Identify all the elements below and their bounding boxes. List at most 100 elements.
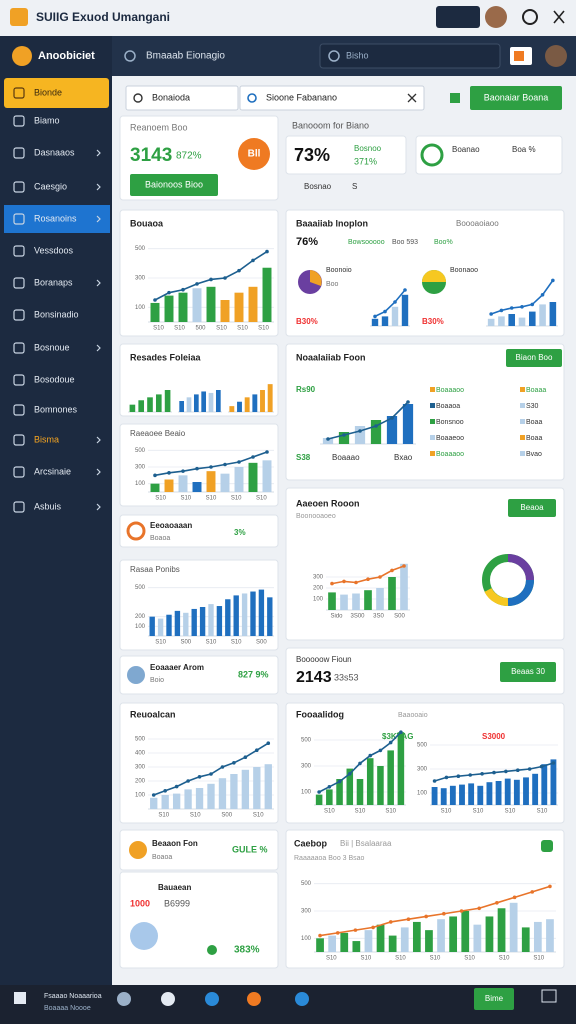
nav-item[interactable]: Rosanoins [34,213,77,223]
card-text: Resades Foleiaa [130,352,202,362]
trend-point [548,884,552,889]
x-tick-label: S10 [499,956,510,962]
nav-item[interactable]: Bosnoue [34,342,70,352]
trend-point [317,790,321,794]
bar [401,294,409,326]
toolbar-button[interactable] [470,86,562,110]
bar [468,783,475,805]
trend-point [337,779,342,784]
taskbar-button[interactable] [474,988,514,1010]
card-text: Bonsnoo [436,419,464,426]
toolbar-button-text[interactable]: Baonaiar Boana [484,92,549,102]
nav-item[interactable]: Bomnones [34,404,78,414]
card-text: Caebop [294,838,328,848]
nav-item[interactable]: Bonsinadio [34,309,79,319]
card-button[interactable] [130,174,218,196]
y-tick-label: 400 [135,751,146,757]
select-label[interactable]: Bonaioda [152,92,190,102]
nav-item[interactable]: Asbuis [34,501,62,511]
bar [230,774,238,809]
taskbar-app[interactable] [295,992,309,1006]
bar [546,919,554,952]
nav-item[interactable]: Boranaps [34,277,73,287]
nav-item[interactable]: Caesgio [34,181,67,191]
x-tick-label: S10 [385,809,396,815]
bar [473,924,482,952]
bar [486,782,493,805]
bar [174,610,181,636]
legend-swatch [520,403,525,408]
trend-point [243,755,248,759]
search-box[interactable] [319,43,501,69]
taskbar-app[interactable] [117,992,131,1006]
card-text: Bii | Bsalaaraa [340,839,392,848]
x-tick-label: 500 [195,326,206,332]
trend-point [327,785,332,789]
card-text: 2143 [296,669,332,686]
start-button[interactable] [14,992,26,1004]
y-tick-label: 100 [135,793,146,799]
taskbar-app[interactable] [161,992,175,1006]
nav-chevron [96,183,101,191]
search-icon [328,50,340,62]
nav-item[interactable]: Vessdoos [34,245,74,255]
bar [381,316,389,326]
select-box[interactable] [125,85,239,111]
trend-point [330,581,334,586]
trend-point [432,779,437,783]
tray-icon[interactable] [541,989,557,1003]
card-text: 1000 [130,898,150,908]
card-text: Bowsooooo [348,239,385,246]
user-avatar[interactable] [545,45,567,67]
nav-item[interactable]: Bosodoue [34,374,75,384]
bar [252,394,258,412]
card-text: Bouaoa [130,218,164,228]
bar [258,589,265,636]
bar [206,471,216,492]
clear-icon[interactable] [407,93,417,103]
trend-point [520,305,524,309]
x-tick-label: Sido [330,614,343,620]
card-text: 76% [296,236,318,248]
legend-swatch [430,387,435,392]
card-button-text[interactable]: Beaoa [520,503,544,512]
nav-item[interactable]: Bisma [34,434,59,444]
toolbar-icon [450,93,460,103]
nav-item[interactable]: Biamo [34,115,60,125]
card-button-text[interactable]: Biaon Boo [516,353,553,362]
bar [459,784,465,805]
x-tick-label: S10 [180,496,191,502]
bar [541,764,548,805]
card-button-text[interactable]: Beaas 30 [511,667,545,676]
x-tick-label: S10 [231,640,242,646]
trend-point [515,768,520,772]
taskbar-button-text[interactable]: Bime [485,994,504,1003]
card-button[interactable] [500,662,556,682]
x-tick-label: S10 [158,813,169,819]
trend-point [237,268,241,273]
notif-mark [514,51,524,61]
taskbar-app[interactable] [205,992,219,1006]
bar [267,597,273,636]
close-icon[interactable] [553,10,565,24]
card-button[interactable] [508,499,556,517]
trend-point [251,455,255,459]
nav-icon [13,87,25,99]
card-button-text[interactable]: Baionoos Bioo [145,179,203,189]
settings-icon[interactable] [522,9,538,25]
card-button[interactable] [506,349,562,367]
x-tick-label: S10 [256,496,267,502]
card-text: 371% [354,156,377,166]
trend-point [383,309,387,314]
nav-item[interactable]: Arcsinaie [34,466,71,476]
nav-item[interactable]: Bionde [34,87,62,97]
nav-icon [13,374,25,386]
nav-item[interactable]: Dasnaaos [34,147,75,157]
taskbar-app[interactable] [247,992,261,1006]
x-tick-label: S10 [361,956,372,962]
trend-point [406,917,411,921]
card-text: S3000 [482,732,506,741]
bar [402,404,414,444]
app-icon [10,8,28,26]
toolbar-search[interactable] [239,85,425,111]
